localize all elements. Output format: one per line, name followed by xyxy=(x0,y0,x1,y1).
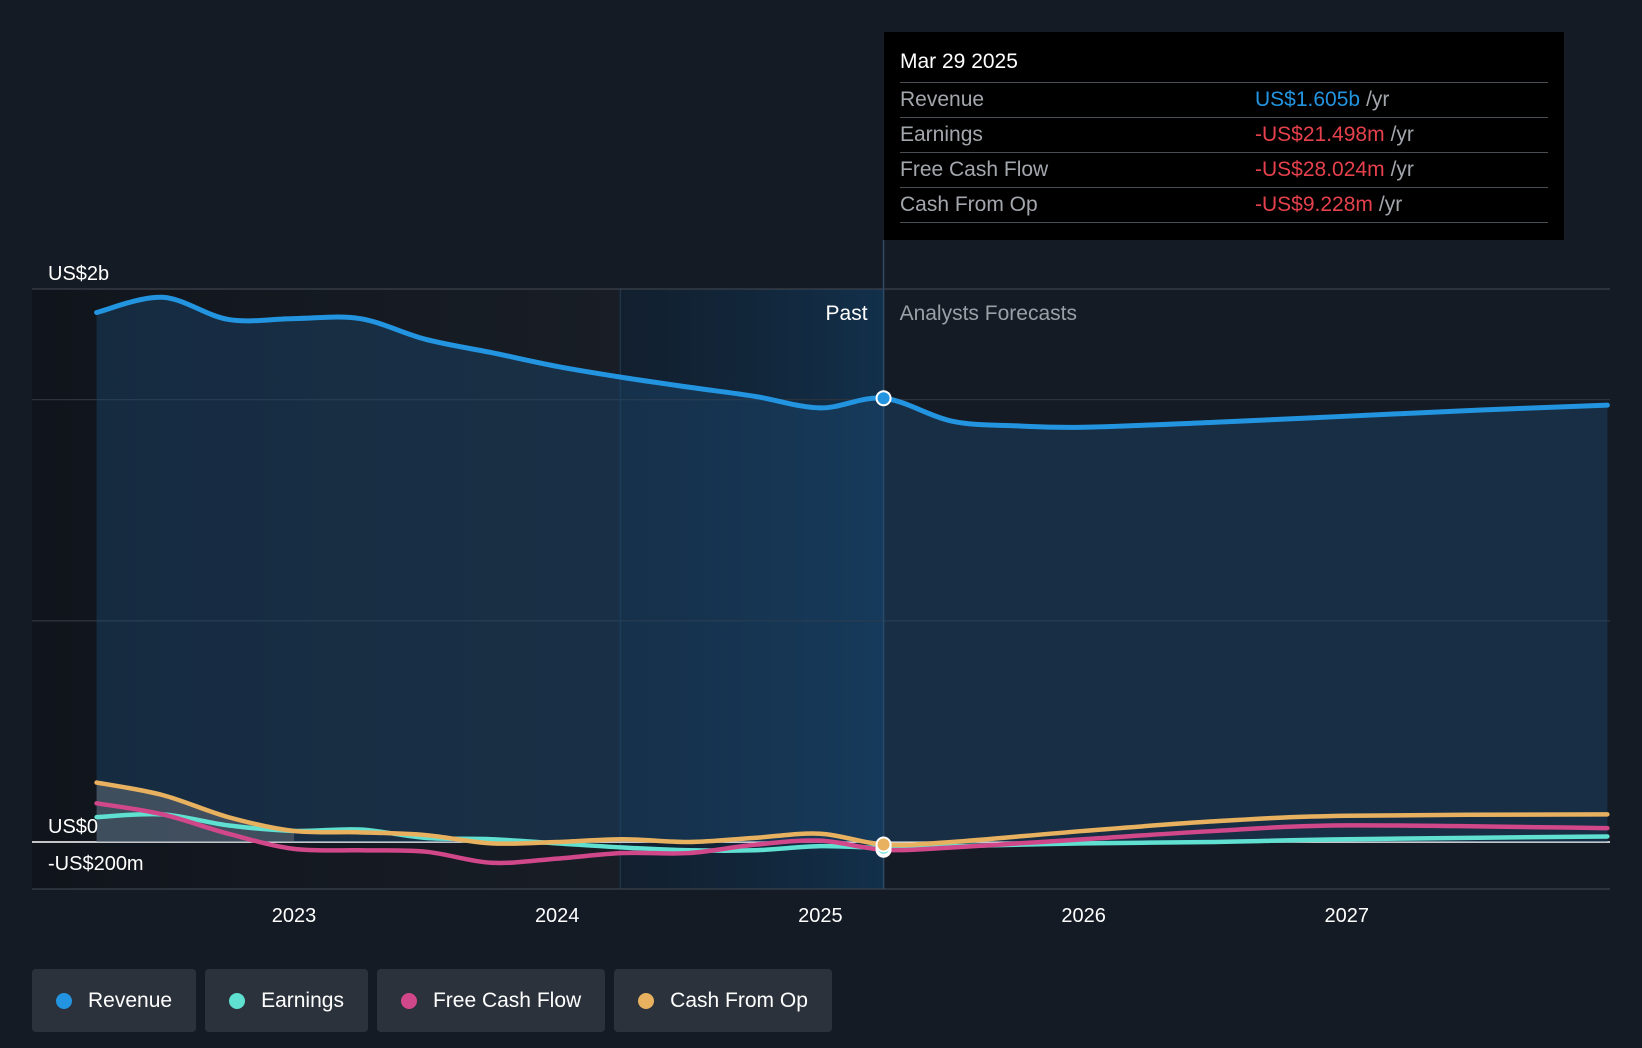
legend-label: Free Cash Flow xyxy=(432,988,582,1012)
x-tick-label: 2026 xyxy=(1061,905,1106,927)
tooltip-value: -US$28.024m xyxy=(1255,158,1385,181)
revenue-dot-icon xyxy=(56,992,72,1009)
tooltip-row-earnings: Earnings -US$21.498m /yr xyxy=(900,117,1548,152)
series-line-free-cash-flow xyxy=(94,801,1610,866)
earnings-dot-icon xyxy=(229,992,246,1009)
legend-item-revenue[interactable]: Revenue xyxy=(32,969,197,1032)
tooltip-unit: /yr xyxy=(1378,193,1403,216)
tooltip-date: Mar 29 2025 xyxy=(900,50,1018,73)
legend: Revenue Earnings Free Cash Flow Cash Fro… xyxy=(32,969,832,1032)
marker-cash-from-op xyxy=(875,836,892,853)
y-tick-label: US$2b xyxy=(48,263,109,285)
y-tick-label: -US$200m xyxy=(48,853,144,875)
x-tick-label: 2023 xyxy=(272,905,317,927)
tooltip-unit: /yr xyxy=(1390,123,1414,146)
tooltip-label: Free Cash Flow xyxy=(900,158,1049,181)
tooltip-unit: /yr xyxy=(1366,88,1390,111)
cash-from-op-dot-icon xyxy=(638,992,655,1009)
x-tick-label: 2027 xyxy=(1325,905,1370,927)
tooltip-unit: /yr xyxy=(1390,158,1414,181)
tooltip-row-free-cash-flow: Free Cash Flow -US$28.024m /yr xyxy=(900,152,1548,187)
free-cash-flow-dot-icon xyxy=(400,992,417,1009)
marker-revenue xyxy=(875,390,892,407)
legend-item-cash-from-op[interactable]: Cash From Op xyxy=(614,969,832,1032)
legend-label: Revenue xyxy=(88,988,173,1012)
past-label: Past xyxy=(826,302,868,325)
legend-item-free-cash-flow[interactable]: Free Cash Flow xyxy=(376,969,606,1032)
series-line-revenue xyxy=(94,294,1610,430)
x-tick-label: 2024 xyxy=(535,905,580,927)
legend-label: Earnings xyxy=(261,988,344,1012)
tooltip-row-revenue: Revenue US$1.605b /yr xyxy=(900,82,1548,117)
forecast-label: Analysts Forecasts xyxy=(900,302,1077,325)
legend-label: Cash From Op xyxy=(670,988,808,1012)
tooltip-label: Cash From Op xyxy=(900,193,1038,216)
tooltip-value: US$1.605b xyxy=(1255,88,1361,111)
tooltip-label: Revenue xyxy=(900,88,985,111)
y-tick-label: US$0 xyxy=(48,816,98,838)
tooltip-value: -US$21.498m xyxy=(1255,123,1385,146)
revenue-area xyxy=(96,297,1608,843)
tooltip-row-cash-from-op: Cash From Op -US$9.228m /yr xyxy=(900,187,1548,223)
tooltip-value: -US$9.228m xyxy=(1255,193,1373,216)
tooltip-label: Earnings xyxy=(900,123,983,146)
x-tick-label: 2025 xyxy=(798,905,843,927)
tooltip-panel: Mar 29 2025 Revenue US$1.605b /yr Earnin… xyxy=(884,32,1564,240)
highlight-region xyxy=(620,289,884,889)
legend-item-earnings[interactable]: Earnings xyxy=(205,969,368,1032)
series-line-cash-from-op xyxy=(94,780,1610,848)
